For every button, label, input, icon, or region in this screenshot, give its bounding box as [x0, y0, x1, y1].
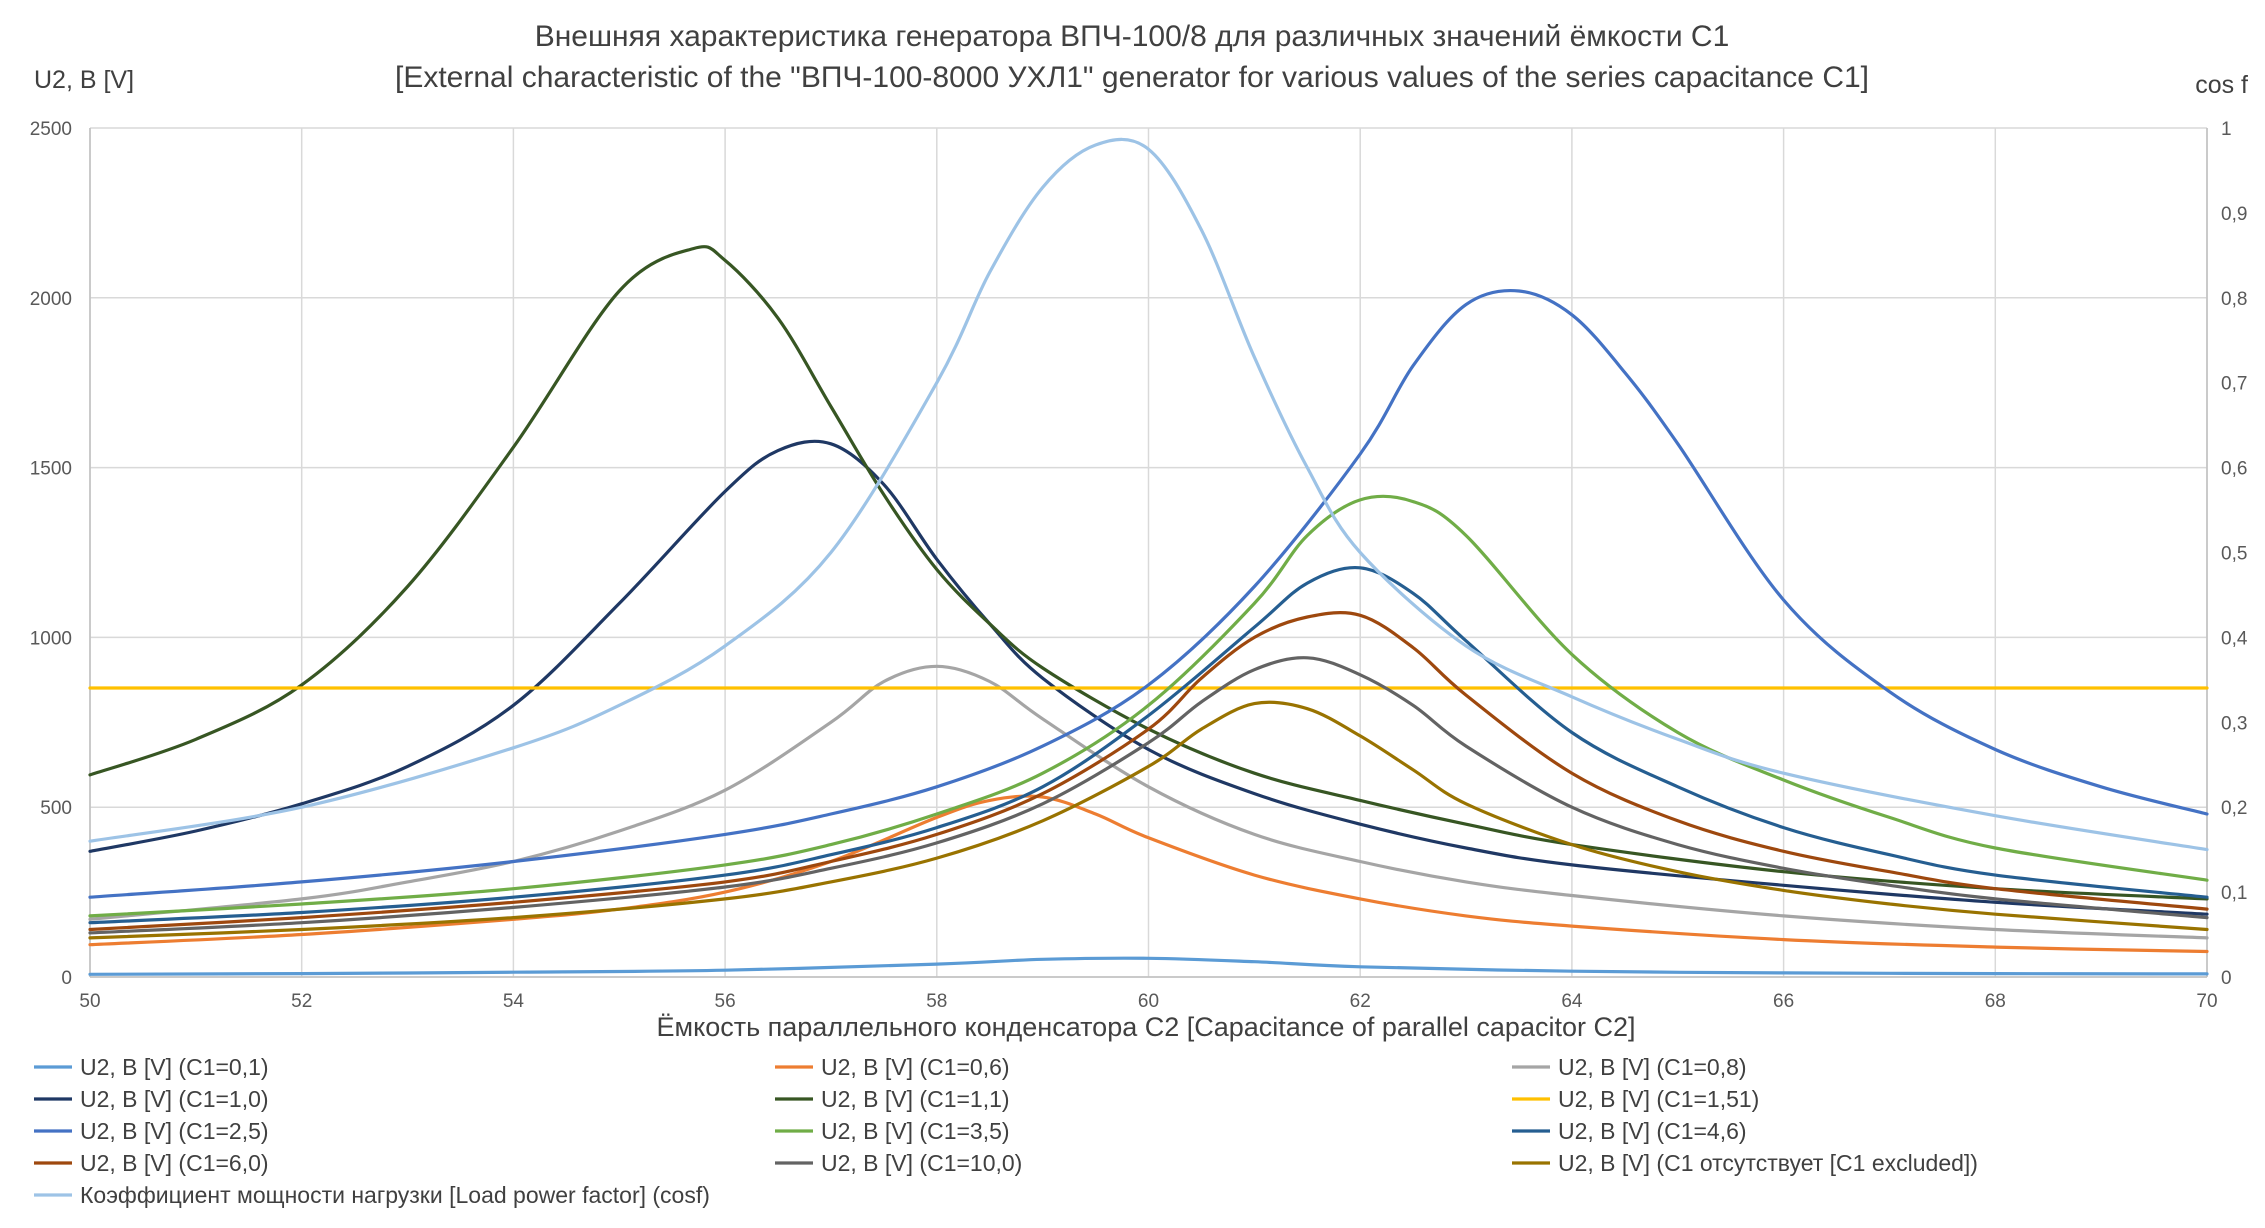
legend-label: U2, В [V] (С1=1,1) — [821, 1086, 1010, 1112]
y2-tick-label: 0,2 — [2221, 798, 2247, 819]
legend-label: U2, В [V] (С1 отсутствует [C1 excluded]) — [1558, 1150, 1978, 1176]
y2-tick-label: 0,3 — [2221, 713, 2247, 734]
y-tick-label: 500 — [40, 798, 72, 819]
series-line — [88, 137, 2209, 852]
legend-label: U2, В [V] (С1=2,5) — [80, 1118, 269, 1144]
x-tick-label: 70 — [2196, 991, 2217, 1012]
series-line — [88, 956, 2209, 976]
y-tick-label: 2500 — [30, 119, 72, 140]
y2-tick-label: 0,1 — [2221, 883, 2247, 904]
x-tick-label: 56 — [715, 991, 736, 1012]
x-tick-label: 62 — [1350, 991, 1371, 1012]
x-tick-label: 54 — [503, 991, 525, 1012]
axes — [89, 128, 2208, 978]
chart-title-line2: [External characteristic of the "ВПЧ-100… — [395, 61, 1869, 94]
y-axis-label: U2, В [V] — [34, 66, 134, 94]
series-line — [88, 494, 2209, 918]
legend-label: Коэффициент мощности нагрузки [Load powe… — [80, 1182, 710, 1208]
legend-label: U2, В [V] (С1=4,6) — [1558, 1118, 1747, 1144]
y2-tick-label: 0,7 — [2221, 374, 2247, 395]
x-tick-label: 52 — [291, 991, 312, 1012]
y-tick-label: 2000 — [30, 289, 72, 310]
series-line — [88, 611, 2209, 932]
legend-label: U2, В [V] (С1=3,5) — [821, 1118, 1010, 1144]
y2-tick-label: 0,4 — [2221, 628, 2248, 649]
x-tick-label: 66 — [1773, 991, 1794, 1012]
series-line — [88, 245, 2209, 901]
x-tick-labels: 50 52 54 56 58 60 62 64 66 68 70 — [79, 991, 2217, 1012]
x-axis-label: Ёмкость параллельного конденсатора С2 [C… — [657, 1012, 1636, 1042]
x-tick-label: 50 — [79, 991, 100, 1012]
y2-tick-label: 0,6 — [2221, 459, 2247, 480]
y2-tick-labels: 0 0,1 0,2 0,3 0,4 0,5 0,6 0,7 0,8 0,9 1 — [2221, 119, 2248, 989]
series-line — [88, 656, 2209, 935]
y2-tick-label: 0,8 — [2221, 289, 2247, 310]
x-tick-label: 60 — [1138, 991, 1159, 1012]
series-line — [88, 288, 2209, 899]
y-tick-label: 1500 — [30, 459, 72, 480]
legend-label: U2, В [V] (С1=1,51) — [1558, 1086, 1759, 1112]
series-line — [88, 700, 2209, 940]
x-tick-label: 68 — [1985, 991, 2006, 1012]
legend-label: U2, В [V] (С1=0,8) — [1558, 1054, 1747, 1080]
series-line — [88, 664, 2209, 940]
y2-tick-label: 1 — [2221, 119, 2232, 140]
legend-label: U2, В [V] (С1=6,0) — [80, 1150, 269, 1176]
x-tick-label: 58 — [926, 991, 947, 1012]
legend-label: U2, В [V] (С1=0,1) — [80, 1054, 269, 1080]
y-tick-label: 0 — [61, 968, 72, 989]
y-tick-labels: 0 500 1000 1500 2000 2500 — [30, 119, 72, 989]
y2-tick-label: 0,9 — [2221, 204, 2247, 225]
y2-tick-label: 0 — [2221, 968, 2232, 989]
x-tick-label: 64 — [1561, 991, 1583, 1012]
y2-axis-label: cos f — [2195, 71, 2248, 99]
chart-title-line1: Внешняя характеристика генератора ВПЧ-10… — [535, 20, 1730, 53]
legend-label: U2, В [V] (С1=0,6) — [821, 1054, 1010, 1080]
series-line — [88, 565, 2209, 925]
legend: U2, В [V] (С1=0,1) U2, В [V] (С1=0,6) U2, … — [34, 1054, 1978, 1208]
y2-tick-label: 0,5 — [2221, 544, 2247, 565]
legend-label: U2, В [V] (С1=1,0) — [80, 1086, 269, 1112]
legend-label: U2, В [V] (С1=10,0) — [821, 1150, 1022, 1176]
series-line — [88, 439, 2209, 916]
y-tick-label: 1000 — [30, 628, 72, 649]
series-lines — [88, 137, 2209, 976]
